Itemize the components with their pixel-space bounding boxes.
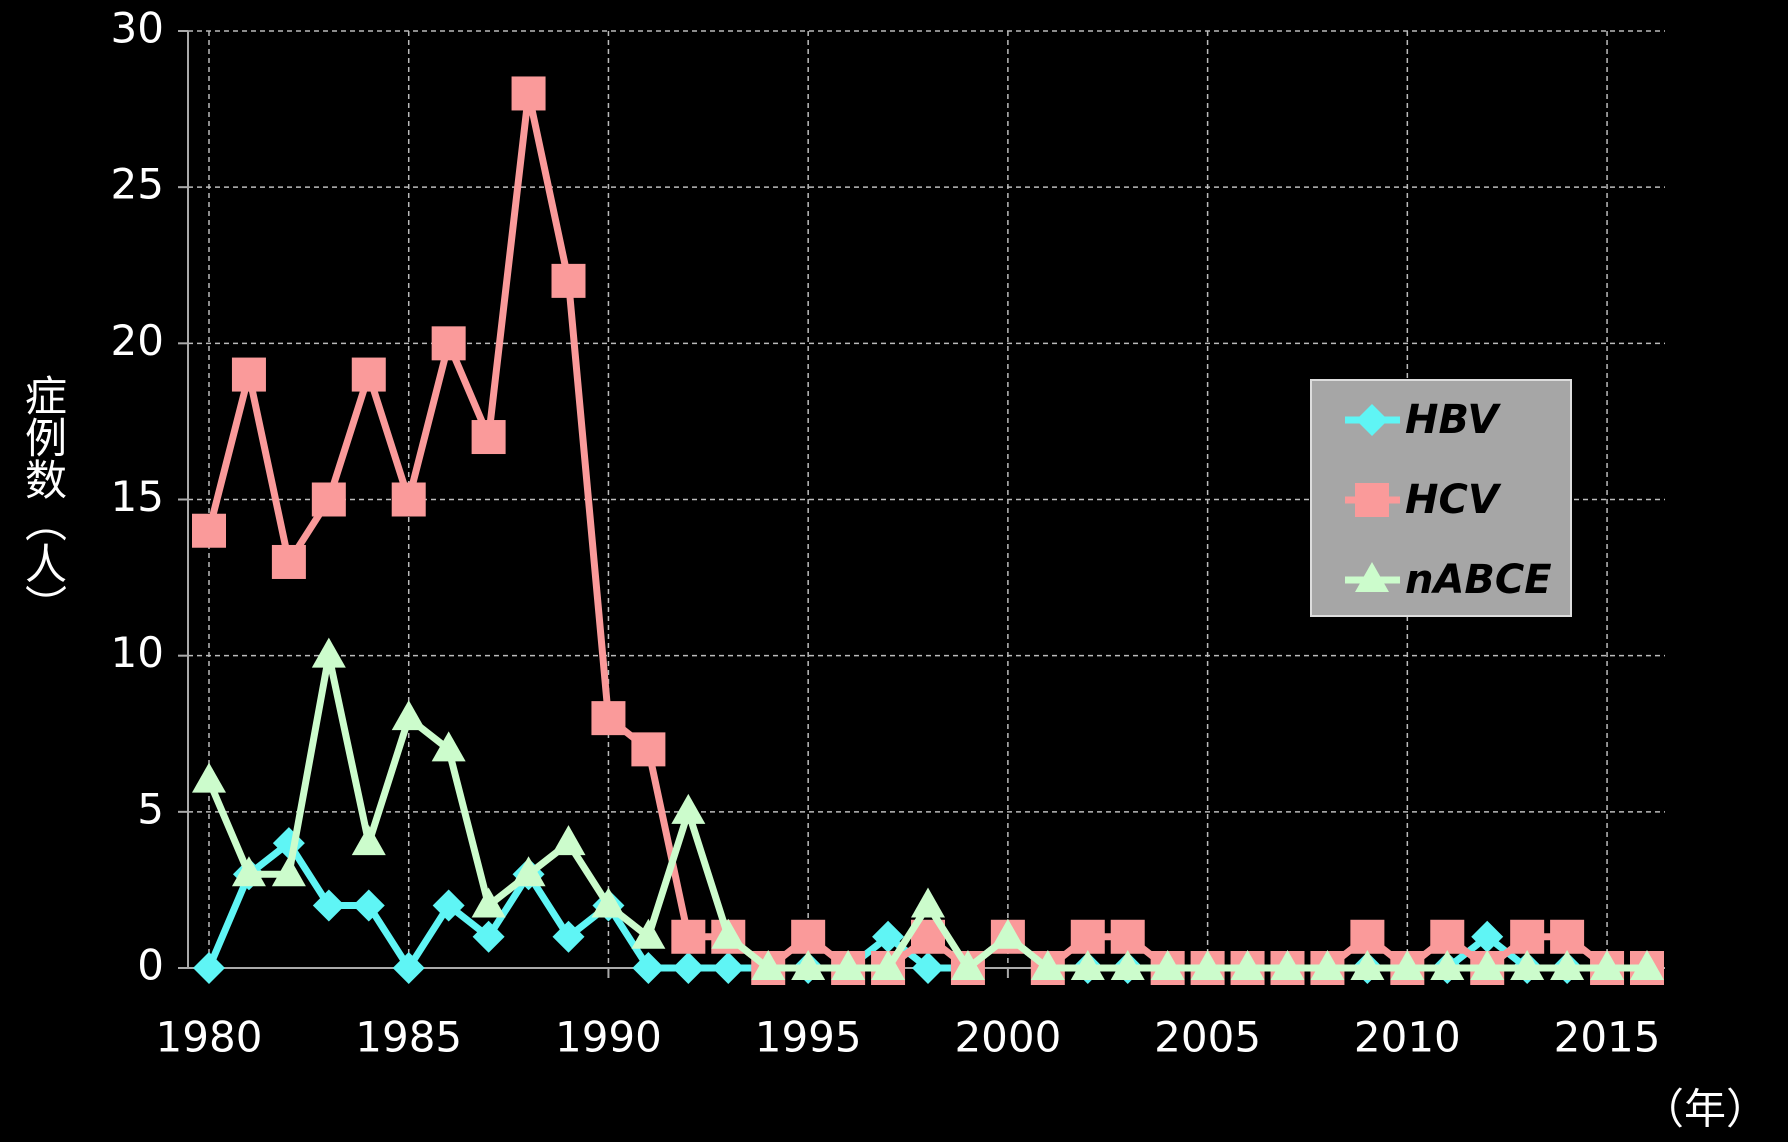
- point: [431, 326, 466, 361]
- point: [1110, 950, 1145, 980]
- point: [1110, 919, 1145, 954]
- point: [712, 952, 745, 984]
- x-tick-label: 1980: [156, 1013, 263, 1062]
- point: [1550, 919, 1585, 954]
- point: [631, 918, 666, 949]
- point: [1430, 950, 1465, 980]
- point: [1550, 950, 1585, 980]
- point: [990, 918, 1025, 949]
- legend-label: HCV: [1405, 477, 1502, 523]
- point: [871, 950, 906, 980]
- point: [671, 793, 706, 824]
- point: [1630, 950, 1664, 980]
- y-tick-label: 20: [111, 316, 164, 365]
- point: [511, 856, 546, 887]
- point: [1510, 919, 1545, 954]
- x-tick-label: 2015: [1554, 1013, 1661, 1062]
- point: [1070, 919, 1105, 954]
- point: [1590, 950, 1625, 980]
- point: [352, 889, 385, 922]
- point: [1471, 920, 1504, 953]
- point: [1270, 950, 1305, 980]
- y-tick-label: 30: [111, 4, 164, 53]
- point: [911, 887, 945, 918]
- y-tick-label: 10: [111, 628, 164, 677]
- point: [551, 825, 586, 856]
- y-tick-label: 15: [111, 472, 164, 521]
- point: [472, 920, 505, 953]
- point: [391, 482, 426, 517]
- point: [912, 952, 944, 984]
- point: [1350, 919, 1385, 954]
- x-tick-label: 1990: [555, 1013, 662, 1062]
- y-axis-label: 症例数（人）: [19, 374, 68, 626]
- point: [791, 950, 826, 980]
- x-tick-label: 2005: [1154, 1013, 1261, 1062]
- legend: HBV HCV nABCE: [1310, 379, 1572, 617]
- y-tick-label: 0: [137, 941, 164, 990]
- point: [511, 76, 546, 111]
- x-axis-label: （年）: [1642, 1085, 1768, 1134]
- point: [1350, 950, 1385, 980]
- point: [1356, 404, 1388, 436]
- point: [1070, 950, 1105, 980]
- point: [271, 544, 306, 579]
- point: [311, 482, 346, 517]
- point: [872, 920, 905, 953]
- point: [271, 856, 306, 887]
- point: [432, 889, 465, 922]
- point: [471, 420, 506, 455]
- point: [192, 513, 226, 548]
- point: [1310, 950, 1345, 980]
- x-tick-label: 2000: [954, 1013, 1061, 1062]
- point: [671, 919, 706, 954]
- point: [631, 732, 666, 767]
- point: [392, 952, 425, 984]
- point: [1510, 950, 1545, 980]
- point: [591, 701, 626, 736]
- point: [193, 952, 225, 984]
- point: [1390, 950, 1425, 980]
- point: [1230, 950, 1265, 980]
- point: [632, 952, 665, 984]
- point: [831, 950, 866, 980]
- y-tick-label: 25: [111, 160, 164, 209]
- legend-label: HBV: [1405, 397, 1501, 443]
- point: [751, 950, 786, 980]
- x-tick-label: 1985: [355, 1013, 462, 1062]
- point: [351, 357, 386, 392]
- x-tick-label: 1995: [755, 1013, 862, 1062]
- point: [1190, 950, 1225, 980]
- point: [1470, 950, 1505, 980]
- point: [231, 357, 266, 392]
- y-tick-label: 5: [137, 784, 164, 833]
- point: [1150, 950, 1185, 980]
- point: [311, 637, 346, 668]
- point: [672, 952, 705, 984]
- point: [351, 825, 386, 856]
- point: [791, 919, 826, 954]
- point: [431, 731, 466, 762]
- point: [1430, 919, 1465, 954]
- x-tick-label: 2010: [1354, 1013, 1461, 1062]
- legend-label: nABCE: [1405, 557, 1552, 603]
- point: [591, 887, 626, 918]
- point: [551, 263, 586, 298]
- point: [391, 700, 426, 731]
- point: [552, 920, 585, 953]
- point: [950, 950, 985, 980]
- point: [231, 856, 266, 887]
- point: [1355, 483, 1389, 517]
- point: [1355, 562, 1389, 592]
- point: [192, 762, 226, 793]
- point: [471, 887, 506, 918]
- point: [1030, 950, 1065, 980]
- point: [312, 889, 345, 922]
- point: [711, 918, 746, 949]
